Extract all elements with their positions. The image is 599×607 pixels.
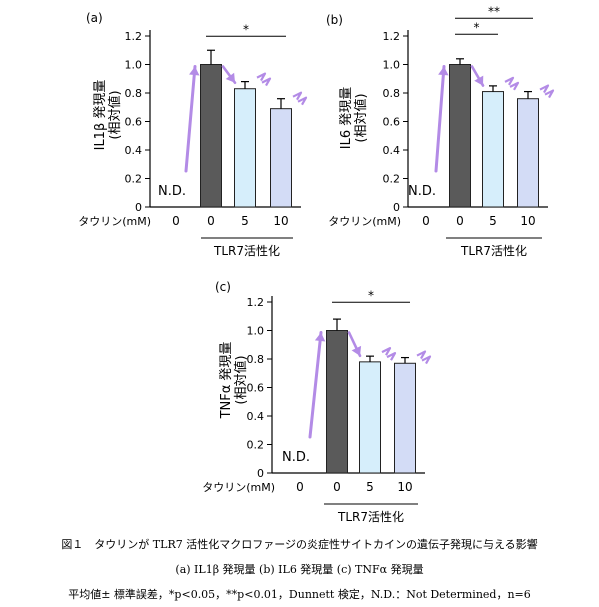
y-tick-label: 1.2: [125, 30, 143, 43]
y-axis-label-line: TNFα 発現量: [219, 342, 234, 420]
x-tick-label: 0: [207, 214, 215, 228]
y-axis-label-line: IL6 発現量: [339, 87, 354, 149]
increase-arrow: [184, 65, 197, 173]
significance-label: *: [368, 288, 374, 302]
y-axis-label-line: (相対値): [353, 93, 369, 142]
y-axis-label: TNFα 発現量(相対値): [219, 342, 249, 420]
x-tick-label: 5: [489, 214, 497, 228]
decrease-burst-2-b: [544, 89, 555, 99]
bar-2: [234, 88, 256, 208]
decrease-burst-2: [292, 91, 303, 101]
significance-label: *: [474, 20, 480, 34]
y-tick-label: 0.6: [125, 116, 143, 129]
y-tick-label: 0.4: [125, 144, 143, 157]
y-tick-label: 1.2: [383, 30, 401, 43]
bar-3: [270, 108, 292, 208]
y-tick-label: 0.2: [383, 173, 401, 186]
x-tick-label: 10: [520, 214, 535, 228]
x-tick-label: 0: [333, 480, 341, 494]
panel-label: (b): [326, 13, 343, 27]
x-tick-label: 0: [422, 214, 430, 228]
y-axis-label-line: (相対値): [233, 355, 249, 404]
group-label: TLR7活性化: [337, 510, 404, 524]
y-tick-label: 0.6: [247, 382, 265, 395]
nd-label: N.D.: [408, 184, 436, 199]
figure-caption-panels: (a) IL1β 発現量 (b) IL6 発現量 (c) TNFα 発現量: [175, 563, 424, 576]
y-tick-label: 0.8: [247, 353, 265, 366]
increase-arrow: [434, 65, 446, 173]
group-label: TLR7活性化: [213, 244, 280, 258]
panel-label: (c): [215, 280, 231, 294]
decrease-burst-2-b: [421, 355, 432, 365]
x-tick-label: 5: [366, 480, 374, 494]
decrease-burst-2: [416, 350, 427, 360]
bar-2: [482, 91, 504, 208]
chart-panel-c: (c) TNFα 発現量(相対値) 0 0.2 0.4 0.6 0.8 1.0 1.2 N.D. *…: [202, 280, 432, 524]
y-tick-label: 0.4: [247, 410, 265, 423]
y-tick-label: 1.0: [247, 325, 265, 338]
decrease-burst-2: [539, 84, 550, 94]
increase-arrow-head: [189, 66, 200, 76]
figure-caption-title: 図１ タウリンが TLR7 活性化マクロファージの炎症性サイトカインの遺伝子発現…: [61, 538, 538, 551]
nd-label: N.D.: [282, 450, 310, 465]
chart-panel-a: (a) IL1β 発現量(相対値) 0 0.2 0.4 0.6 0.8 1.0 1.2 N.D. *…: [78, 11, 308, 258]
bar-3: [394, 362, 416, 474]
x-row-label: タウリン(mM): [202, 481, 275, 494]
decrease-burst-1: [256, 72, 267, 82]
decrease-arrow-head: [225, 72, 235, 83]
y-axis-label: IL1β 発現量(相対値): [93, 80, 123, 151]
decrease-arrow-head: [474, 75, 484, 86]
y-tick-label: 0: [135, 201, 142, 214]
x-tick-label: 0: [172, 214, 180, 228]
decrease-burst-1-b: [261, 77, 272, 87]
bar-2: [359, 361, 381, 474]
increase-arrow: [308, 331, 323, 439]
y-axis-label-line: (相対値): [107, 90, 123, 139]
increase-arrow-head: [314, 332, 326, 342]
x-tick-label: 10: [273, 214, 288, 228]
decrease-burst-1-b: [509, 81, 520, 91]
y-tick-label: 0: [257, 467, 264, 480]
significance-label: **: [488, 4, 500, 18]
y-tick-label: 0.8: [125, 87, 143, 100]
increase-arrow-head: [438, 66, 449, 76]
y-tick-label: 0.2: [247, 439, 265, 452]
y-tick-label: 0: [393, 201, 400, 214]
y-tick-label: 0.8: [383, 87, 401, 100]
decrease-arrow-head: [351, 345, 362, 356]
nd-label: N.D.: [158, 184, 186, 199]
y-axis-label-line: IL1β 発現量: [93, 80, 108, 151]
bar-1: [200, 64, 222, 208]
y-tick-label: 0.2: [125, 173, 143, 186]
x-tick-label: 0: [296, 480, 304, 494]
decrease-burst-1-b: [386, 352, 397, 361]
bar-1: [449, 64, 471, 208]
y-axis-label: IL6 発現量(相対値): [339, 87, 369, 149]
x-row-label: タウリン(mM): [78, 215, 151, 228]
bar-3: [517, 98, 539, 208]
x-row-label: タウリン(mM): [328, 215, 401, 228]
x-tick-label: 10: [397, 480, 412, 494]
figure-charts: (a)IL1β 発現量(相対値)00.20.40.60.81.01.2N.D.*…: [78, 4, 555, 524]
y-tick-label: 0.4: [383, 144, 401, 157]
decrease-burst-2-b: [297, 96, 308, 106]
x-tick-label: 0: [456, 214, 464, 228]
bar-1: [326, 330, 348, 474]
decrease-burst-1: [381, 347, 392, 356]
y-tick-label: 0.6: [383, 116, 401, 129]
panel-label: (a): [86, 11, 103, 25]
x-tick-label: 5: [241, 214, 249, 228]
y-tick-label: 1.2: [247, 296, 265, 309]
y-tick-label: 1.0: [383, 59, 401, 72]
chart-panel-b: (b)IL6 発現量(相対値)00.20.40.60.81.01.2N.D.**…: [326, 4, 555, 258]
significance-label: *: [243, 22, 249, 36]
y-tick-label: 1.0: [125, 59, 143, 72]
group-label: TLR7活性化: [460, 244, 527, 258]
figure-caption-stats: 平均値± 標準誤差，*p<0.05，**p<0.01，Dunnett 検定，N.…: [68, 588, 531, 601]
decrease-burst-1: [504, 76, 515, 86]
